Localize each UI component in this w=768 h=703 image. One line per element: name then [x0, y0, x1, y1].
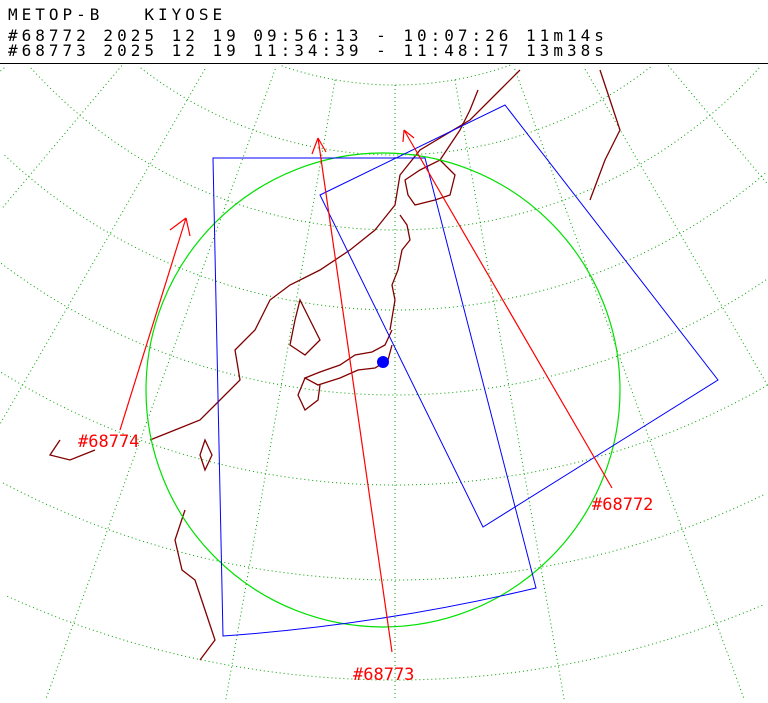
label-68772: #68772: [592, 495, 653, 515]
track-68773: [311, 137, 393, 653]
latitude-line: [0, 262, 767, 396]
label-68773: #68773: [353, 665, 414, 685]
longitude-line: [514, 68, 745, 699]
longitude-line: [0, 68, 206, 425]
track-68774: [119, 217, 191, 431]
latitude-line: [2, 153, 766, 311]
pass-header: METOP-B KIYOSE #68772 2025 12 19 09:56:1…: [0, 0, 768, 64]
ground-tracks: [119, 129, 613, 653]
latitude-line: [30, 67, 760, 231]
kiyose-station-dot: [377, 356, 389, 368]
coast-korea: [289, 298, 321, 356]
longitude-line: [0, 67, 5, 72]
coast-kyushu: [297, 377, 321, 412]
coast-philippines: [174, 509, 216, 661]
coverage-circle: [145, 152, 621, 628]
latitude-line: [0, 371, 768, 486]
coast-japan-honshu: [303, 214, 411, 386]
coast-taiwan: [199, 438, 213, 472]
latitude-line: [279, 64, 511, 86]
longitude-line: [454, 79, 565, 701]
coast-mainland: [48, 69, 521, 461]
map-canvas: #68772 #68773 #68774: [0, 64, 768, 701]
longitude-line: [667, 65, 768, 185]
longitude-line: [584, 68, 768, 386]
swath-68773: [212, 157, 537, 637]
coast-sakhalin: [439, 89, 479, 161]
lat-lon-grid: [0, 64, 768, 701]
coastlines: [48, 69, 621, 661]
longitude-line: [2, 65, 123, 208]
pass-line-68773: #68773 2025 12 19 11:34:39 - 11:48:17 13…: [8, 41, 608, 60]
longitude-line: [225, 79, 336, 701]
swath-68772: [319, 104, 719, 528]
pass-line-68772: #68772 2025 12 19 09:56:13 - 10:07:26 11…: [8, 26, 608, 45]
label-68774: #68774: [78, 432, 139, 452]
coast-kamchatka: [589, 69, 621, 201]
longitude-line: [45, 68, 276, 699]
coast-hokkaido: [404, 159, 456, 206]
satellite-station-title: METOP-B KIYOSE: [8, 5, 227, 24]
track-68772: [402, 129, 613, 489]
